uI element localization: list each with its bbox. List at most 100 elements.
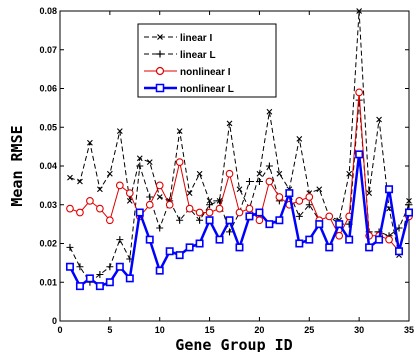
data-point-nonlinear-l xyxy=(325,243,334,252)
y-tick-label: 0.01 xyxy=(39,277,57,287)
x-tick-label: 0 xyxy=(57,325,62,335)
data-point-linear-i xyxy=(87,139,93,146)
data-point-nonlinear-l xyxy=(95,282,104,291)
data-point-linear-i xyxy=(156,194,163,200)
data-point-nonlinear-l xyxy=(255,208,264,217)
legend-label-linear-i: linear I xyxy=(180,33,212,44)
data-point-nonlinear-i xyxy=(265,177,274,186)
data-point-linear-i xyxy=(96,186,103,193)
data-point-linear-i xyxy=(266,108,273,115)
data-point-nonlinear-l xyxy=(185,243,194,252)
y-tick-label: 0.08 xyxy=(39,6,57,16)
data-point-nonlinear-i xyxy=(185,204,194,213)
legend-label-linear-l: linear L xyxy=(180,50,216,61)
data-point-nonlinear-i xyxy=(215,204,224,213)
data-point-linear-l xyxy=(76,263,84,271)
data-point-linear-i xyxy=(136,155,143,162)
data-point-nonlinear-l xyxy=(145,235,154,244)
data-point-nonlinear-l xyxy=(115,262,124,271)
data-point-linear-i xyxy=(346,170,353,177)
x-tick-label: 35 xyxy=(404,325,414,335)
data-point-nonlinear-i xyxy=(175,158,184,166)
data-point-nonlinear-i xyxy=(66,204,74,213)
data-point-linear-l xyxy=(196,216,204,224)
data-point-nonlinear-i xyxy=(165,200,174,209)
data-point-nonlinear-i xyxy=(145,200,154,209)
data-point-linear-i xyxy=(67,174,73,181)
data-point-nonlinear-i xyxy=(106,216,114,225)
data-point-linear-l xyxy=(66,243,74,251)
data-point-nonlinear-i xyxy=(205,208,214,217)
data-point-nonlinear-l xyxy=(85,274,94,283)
data-point-nonlinear-l xyxy=(305,235,314,244)
data-point-nonlinear-i xyxy=(255,216,264,225)
data-point-nonlinear-i xyxy=(385,235,393,244)
data-point-linear-i xyxy=(406,197,412,204)
data-point-nonlinear-i xyxy=(115,181,124,190)
data-point-nonlinear-l xyxy=(65,262,74,271)
data-point-linear-l xyxy=(106,263,114,271)
data-point-linear-l xyxy=(136,162,144,170)
data-point-nonlinear-l xyxy=(215,235,224,244)
y-axis-label: Mean RMSE xyxy=(8,125,26,206)
data-point-linear-i xyxy=(186,190,193,197)
y-tick-label: 0.04 xyxy=(39,161,57,171)
data-point-nonlinear-i xyxy=(86,197,94,205)
data-point-linear-l xyxy=(226,228,234,236)
legend-marker-linear-l xyxy=(156,50,164,58)
data-point-linear-i xyxy=(196,170,203,177)
data-point-nonlinear-l xyxy=(395,247,404,256)
data-point-nonlinear-i xyxy=(305,193,314,201)
data-point-linear-l xyxy=(96,271,104,278)
y-tick-label: 0.05 xyxy=(39,122,57,132)
legend-entry-linear-l: linear L xyxy=(144,50,216,61)
data-point-nonlinear-i xyxy=(235,208,244,217)
x-tick-label: 5 xyxy=(107,325,112,335)
data-point-nonlinear-l xyxy=(285,189,294,198)
data-point-linear-i xyxy=(236,186,243,193)
legend-entry-nonlinear-i: nonlinear I xyxy=(144,66,231,78)
data-point-linear-l xyxy=(395,224,403,232)
axis-layer: 0 5 10 15 20 25 30 35 0 0.01 0.02 0.03 0.04 0.05 0.06 0… xyxy=(39,6,414,335)
data-point-nonlinear-i xyxy=(335,231,344,240)
x-tick-label: 30 xyxy=(354,325,364,335)
data-point-linear-i xyxy=(206,197,213,204)
data-point-linear-i xyxy=(376,116,382,123)
data-point-nonlinear-l xyxy=(165,247,174,256)
series-line-linear-i xyxy=(69,10,410,256)
legend-marker-nonlinear-l xyxy=(155,83,165,93)
legend-entry-nonlinear-l: nonlinear L xyxy=(144,83,234,95)
data-point-nonlinear-i xyxy=(155,181,164,190)
data-point-nonlinear-i xyxy=(96,204,104,213)
data-point-nonlinear-i xyxy=(225,169,234,178)
series-nonlinear-l xyxy=(65,150,413,291)
data-point-linear-l xyxy=(146,193,154,201)
data-point-linear-i xyxy=(77,178,83,185)
data-point-nonlinear-i xyxy=(245,204,254,213)
data-point-nonlinear-i xyxy=(355,88,363,97)
data-point-linear-l xyxy=(295,212,303,220)
series-line-linear-l xyxy=(69,100,410,284)
x-tick-label: 25 xyxy=(304,325,314,335)
data-point-linear-i xyxy=(176,128,183,135)
data-point-nonlinear-l xyxy=(404,208,413,217)
data-point-nonlinear-l xyxy=(245,212,254,221)
data-point-nonlinear-l xyxy=(175,251,184,260)
data-point-nonlinear-l xyxy=(235,243,244,252)
data-point-linear-l xyxy=(176,216,184,224)
data-point-linear-l xyxy=(305,201,313,209)
data-point-nonlinear-l xyxy=(295,239,304,248)
data-point-nonlinear-l xyxy=(135,208,144,217)
data-point-nonlinear-i xyxy=(195,208,204,217)
data-point-linear-l xyxy=(116,236,124,244)
legend-label-nonlinear-i: nonlinear I xyxy=(180,67,231,78)
data-point-nonlinear-l xyxy=(225,216,234,225)
data-point-linear-i xyxy=(146,159,153,166)
data-point-nonlinear-l xyxy=(375,235,384,244)
x-tick-label: 20 xyxy=(254,325,264,335)
data-point-nonlinear-l xyxy=(385,185,394,194)
x-tick-label: 15 xyxy=(205,325,215,335)
legend-label-nonlinear-l: nonlinear L xyxy=(180,84,234,95)
data-point-nonlinear-l xyxy=(275,216,284,225)
